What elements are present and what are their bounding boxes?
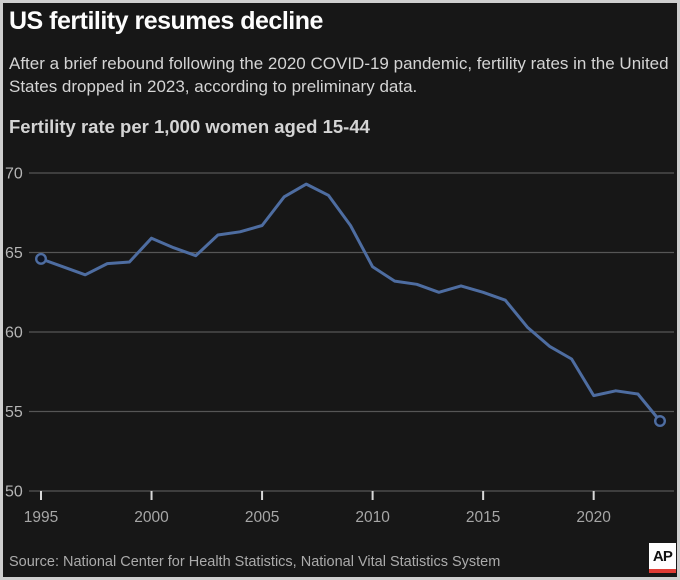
y-tick-label-60: 60 (5, 325, 23, 342)
x-tick-label-1995: 1995 (24, 509, 58, 526)
ap-logo: AP (649, 543, 676, 573)
y-tick-label-70: 70 (5, 166, 23, 183)
y-axis-description-label: Fertility rate per 1,000 women aged 15-4… (9, 116, 370, 137)
endpoint-marker-1995 (35, 252, 48, 265)
y-tick-label-50: 50 (5, 484, 23, 501)
source-credit: Source: National Center for Health Stati… (9, 554, 501, 570)
chart-subtitle: After a brief rebound following the 2020… (9, 54, 669, 96)
endpoint-marker-2023 (654, 415, 667, 428)
page-title: US fertility resumes decline (9, 7, 323, 35)
x-tick-label-2020: 2020 (576, 509, 611, 526)
y-tick-label-65: 65 (5, 245, 23, 262)
ap-logo-text: AP (652, 547, 673, 565)
x-tick-label-2000: 2000 (134, 509, 169, 526)
fertility-rate-line-chart: 50 55 60 65 70 1995 2000 2005 2010 2015 2020 (5, 166, 674, 526)
x-tick-label-2015: 2015 (466, 509, 500, 526)
y-tick-label-55: 55 (5, 404, 23, 421)
x-tick-label-2010: 2010 (355, 509, 390, 526)
x-tick-label-2005: 2005 (245, 509, 279, 526)
fertility-rate-line (39, 182, 662, 423)
